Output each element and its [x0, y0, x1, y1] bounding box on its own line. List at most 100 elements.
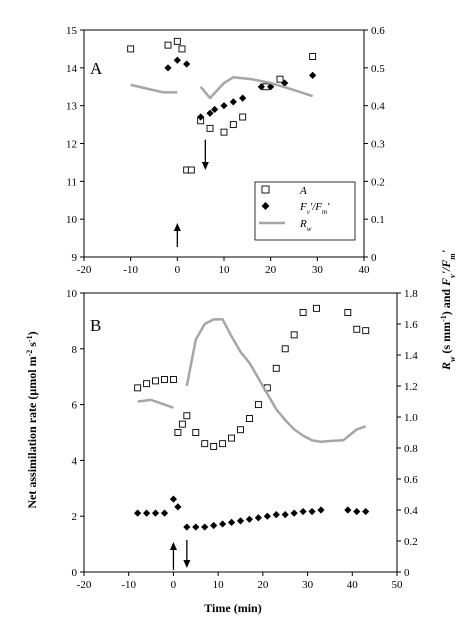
panel-b-a-point: [152, 377, 159, 385]
panel-a-rw-line: [199, 76, 314, 100]
right-y-axis-title: Rw (s mm-1) and Fv'/Fm': [439, 249, 457, 371]
panel-a-fvfm-point: [239, 94, 247, 102]
panel-b-x-tick-label: 40: [347, 579, 359, 591]
panel-a-fvfm-point: [173, 56, 181, 64]
panel-b-x-tick-label: 10: [213, 579, 225, 591]
panel-b-fvfm-point: [263, 512, 271, 520]
panel-a: -20 -10 0 10 20 30 40 9 10 11 12 13 14 15 0 0.1 0.2 0.3 0.…: [66, 25, 385, 276]
panel-a-left-y-tick-label: 15: [66, 25, 78, 37]
panel-b-a-point: [210, 443, 218, 450]
panel-a-left-y-tick-label: 13: [66, 101, 78, 113]
legend-label-rw: Rw: [299, 218, 312, 233]
panel-a-left-y-tick-label: 12: [66, 139, 77, 151]
panel-a-right-y-tick-label: 0: [371, 252, 377, 264]
panel-b-a-point: [254, 401, 262, 409]
panel-b-fvfm-point: [201, 523, 209, 531]
panel-b-x-tick-label: 30: [302, 579, 314, 591]
legend-swatch-a: [261, 185, 270, 194]
panel-b-fvfm-point: [290, 509, 298, 517]
panel-a-fvfm-point: [197, 113, 205, 121]
panel-a-a-point: [127, 45, 135, 53]
panel-b-fvfm-point: [353, 507, 361, 516]
panel-b-x-tick-label: -20: [77, 579, 92, 591]
panel-b-letter: B: [90, 316, 101, 335]
panel-b-a-point: [313, 304, 320, 312]
panel-b-right-y-tick-label: 1.6: [404, 319, 418, 331]
panel-b-fvfm-point: [245, 515, 254, 523]
panel-b-fvfm-point: [227, 518, 236, 526]
left-y-axis-title: Net assimilation rate (µmol m-2 s-1): [25, 331, 40, 508]
panel-a-x-tick-label: -20: [77, 264, 92, 276]
panel-a-a-point: [206, 124, 214, 132]
panel-a-a-point: [178, 45, 186, 53]
panel-b-left-y-tick-label: 6: [72, 400, 78, 412]
panel-b: -20 -10 0 10 20 30 40 50024681000.20.40.60.81.0…: [66, 288, 418, 591]
panel-b-x-tick-label: 20: [257, 579, 269, 591]
panel-a-fvfm-point: [281, 79, 289, 87]
panel-a-a-point: [187, 166, 195, 174]
panel-b-a-point: [281, 345, 289, 353]
legend: A Fv'/Fm' Rw: [254, 181, 356, 241]
panel-b-x-tick-label: -10: [121, 579, 136, 591]
panel-a-fvfm-point: [229, 98, 237, 106]
panel-b-a-point: [192, 429, 200, 436]
panel-b-fvfm-point: [134, 509, 142, 517]
panel-b-fvfm-point: [308, 507, 316, 516]
panel-b-right-y-tick-label: 0.4: [404, 505, 418, 517]
panel-a-right-y-tick-label: 0.4: [371, 101, 385, 113]
panel-b-fvfm-point: [236, 517, 245, 525]
panel-a-fvfm-point: [220, 102, 228, 110]
panel-b-fvfm-point: [299, 507, 307, 516]
panel-a-right-y-tick-label: 0.6: [371, 25, 385, 37]
panel-a-left-y-tick-label: 9: [72, 252, 78, 264]
panel-a-right-y-tick-label: 0.5: [371, 63, 385, 75]
panel-b-fvfm-point: [362, 507, 370, 516]
panel-b-a-point: [169, 376, 177, 383]
panel-b-a-point: [299, 309, 307, 316]
panel-a-fvfm-point: [309, 71, 317, 79]
panel-b-a-point: [174, 429, 182, 436]
panel-b-rw-line: [137, 398, 174, 409]
panel-a-left-y-tick-label: 14: [66, 63, 78, 75]
panel-a-left-y-tick-label: 11: [66, 176, 77, 188]
panel-b-right-y-tick-label: 1.8: [404, 288, 418, 300]
panel-b-right-y-tick-label: 0.8: [404, 443, 418, 455]
panel-b-plot-frame: [83, 292, 398, 573]
panel-b-a-point: [201, 440, 209, 448]
panel-b-a-point: [161, 376, 168, 383]
panel-b-a-point: [344, 309, 352, 316]
panel-b-fvfm-point: [151, 509, 160, 517]
panel-a-fvfm-point: [257, 83, 265, 91]
panel-a-fvfm-point: [206, 109, 214, 117]
panel-b-a-point: [353, 325, 361, 333]
panel-a-a-point: [164, 41, 172, 49]
panel-b-a-point: [183, 412, 191, 420]
panel-a-arrowhead-up: [173, 223, 181, 231]
panel-b-fvfm-point: [344, 506, 352, 514]
panel-a-fvfm-point: [267, 83, 275, 91]
panel-a-a-point: [173, 37, 181, 45]
panel-a-right-y-tick-label: 0.3: [371, 139, 385, 151]
panel-a-arrowhead-down: [201, 161, 209, 170]
panel-a-a-point: [309, 53, 317, 60]
panel-b-fvfm-point: [317, 506, 325, 514]
panel-b-left-y-tick-label: 0: [72, 567, 78, 579]
panel-b-a-point: [272, 364, 280, 372]
x-axis-title: Time (min): [204, 601, 261, 615]
panel-b-fvfm-point: [183, 523, 191, 531]
panel-a-rw-line: [130, 83, 178, 94]
panel-a-x-tick-label: 30: [312, 264, 324, 276]
panel-b-left-y-tick-label: 2: [72, 511, 78, 523]
panel-b-fvfm-point: [192, 523, 200, 531]
panel-b-fvfm-point: [219, 520, 227, 528]
panel-b-fvfm-point: [281, 511, 289, 519]
panel-b-x-tick-label: 50: [392, 579, 404, 591]
panel-b-a-point: [228, 434, 236, 442]
panel-a-right-y-tick-label: 0.1: [371, 214, 385, 226]
panel-b-rw-line: [185, 318, 367, 444]
panel-a-a-point: [220, 128, 228, 136]
panel-b-a-point: [134, 384, 142, 392]
panel-b-fvfm-point: [143, 509, 151, 517]
panel-a-x-tick-label: 40: [359, 264, 371, 276]
panel-a-fvfm-point: [183, 60, 191, 68]
